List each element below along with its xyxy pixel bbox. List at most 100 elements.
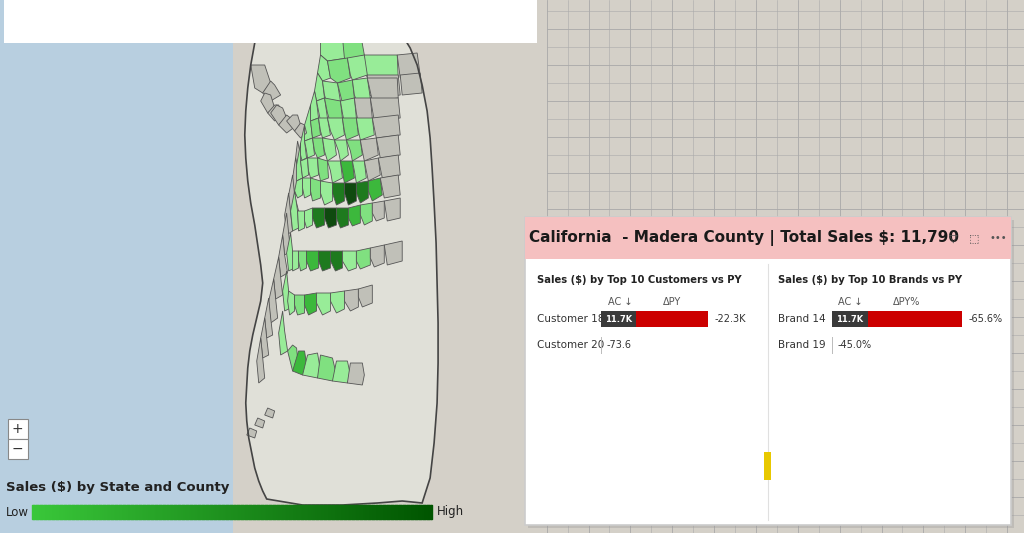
Bar bbox=[524, 217, 1011, 525]
Polygon shape bbox=[378, 155, 400, 178]
Polygon shape bbox=[288, 345, 299, 371]
Polygon shape bbox=[371, 245, 384, 267]
Text: •••: ••• bbox=[989, 233, 1007, 243]
Polygon shape bbox=[335, 140, 348, 161]
Text: Sales ($) by Top 10 Customers vs PY: Sales ($) by Top 10 Customers vs PY bbox=[537, 275, 741, 285]
Polygon shape bbox=[283, 271, 291, 311]
Polygon shape bbox=[357, 0, 397, 35]
Polygon shape bbox=[368, 75, 400, 98]
Polygon shape bbox=[295, 295, 304, 315]
Polygon shape bbox=[344, 183, 356, 205]
Polygon shape bbox=[373, 201, 384, 221]
Polygon shape bbox=[247, 428, 257, 438]
Text: Low: Low bbox=[5, 505, 29, 519]
Polygon shape bbox=[295, 178, 302, 198]
Polygon shape bbox=[264, 298, 272, 338]
Polygon shape bbox=[291, 191, 299, 231]
Text: ▽: ▽ bbox=[949, 233, 957, 243]
Polygon shape bbox=[267, 105, 283, 121]
Polygon shape bbox=[340, 161, 354, 183]
Polygon shape bbox=[331, 251, 342, 271]
Bar bbox=[524, 217, 1011, 259]
Polygon shape bbox=[321, 181, 333, 205]
Polygon shape bbox=[310, 178, 321, 201]
Polygon shape bbox=[384, 198, 400, 221]
Polygon shape bbox=[397, 53, 420, 78]
Text: -22.3K: -22.3K bbox=[714, 314, 745, 324]
Polygon shape bbox=[288, 291, 295, 315]
Text: ΔPY%: ΔPY% bbox=[893, 297, 920, 307]
Polygon shape bbox=[312, 208, 325, 228]
Polygon shape bbox=[321, 35, 347, 61]
Polygon shape bbox=[392, 0, 438, 33]
Bar bbox=[527, 220, 1014, 528]
Polygon shape bbox=[352, 78, 371, 103]
Polygon shape bbox=[376, 135, 400, 158]
Polygon shape bbox=[293, 351, 307, 375]
Polygon shape bbox=[365, 158, 380, 181]
Polygon shape bbox=[279, 115, 295, 133]
Polygon shape bbox=[302, 178, 310, 198]
Polygon shape bbox=[317, 158, 329, 181]
Polygon shape bbox=[369, 178, 382, 201]
Polygon shape bbox=[323, 81, 340, 105]
Polygon shape bbox=[316, 293, 331, 315]
Polygon shape bbox=[314, 73, 325, 101]
Polygon shape bbox=[340, 98, 356, 123]
Polygon shape bbox=[257, 338, 264, 383]
Bar bbox=[232, 0, 1024, 533]
Polygon shape bbox=[328, 161, 342, 183]
Bar bbox=[764, 452, 771, 480]
Polygon shape bbox=[342, 118, 358, 140]
Polygon shape bbox=[365, 55, 398, 81]
Polygon shape bbox=[270, 105, 287, 125]
Polygon shape bbox=[268, 279, 278, 323]
Polygon shape bbox=[325, 98, 342, 123]
Polygon shape bbox=[354, 98, 373, 123]
Text: Sales ($) by Top 10 Brands vs PY: Sales ($) by Top 10 Brands vs PY bbox=[778, 275, 962, 285]
FancyBboxPatch shape bbox=[7, 419, 28, 439]
Polygon shape bbox=[287, 233, 295, 271]
Polygon shape bbox=[337, 208, 348, 228]
Polygon shape bbox=[342, 33, 365, 61]
Text: -45.0%: -45.0% bbox=[838, 340, 871, 350]
Polygon shape bbox=[317, 355, 337, 381]
Polygon shape bbox=[263, 81, 281, 101]
Polygon shape bbox=[373, 115, 400, 138]
Polygon shape bbox=[296, 141, 304, 175]
Polygon shape bbox=[273, 257, 283, 299]
Polygon shape bbox=[304, 293, 316, 315]
Polygon shape bbox=[251, 65, 270, 93]
Polygon shape bbox=[317, 0, 360, 37]
Polygon shape bbox=[356, 118, 375, 140]
Polygon shape bbox=[304, 208, 312, 228]
Polygon shape bbox=[371, 98, 400, 121]
Polygon shape bbox=[318, 251, 331, 271]
Polygon shape bbox=[310, 118, 321, 138]
Bar bbox=[600, 311, 636, 327]
Text: AC ↓: AC ↓ bbox=[608, 297, 633, 307]
Text: +: + bbox=[11, 422, 24, 436]
Polygon shape bbox=[338, 80, 354, 103]
Polygon shape bbox=[348, 205, 360, 226]
Polygon shape bbox=[347, 55, 368, 80]
Text: ΔPY: ΔPY bbox=[664, 297, 682, 307]
Polygon shape bbox=[285, 193, 293, 235]
Text: ⬚: ⬚ bbox=[969, 233, 980, 243]
Polygon shape bbox=[297, 143, 302, 181]
Polygon shape bbox=[279, 235, 288, 277]
Polygon shape bbox=[380, 175, 400, 198]
Text: AC ↓: AC ↓ bbox=[838, 297, 862, 307]
Polygon shape bbox=[293, 158, 301, 195]
Polygon shape bbox=[261, 318, 268, 358]
Bar bbox=[636, 311, 709, 327]
Polygon shape bbox=[279, 311, 288, 355]
Polygon shape bbox=[312, 138, 325, 158]
Polygon shape bbox=[328, 58, 350, 83]
Polygon shape bbox=[318, 118, 331, 138]
Polygon shape bbox=[317, 55, 331, 81]
Polygon shape bbox=[347, 363, 365, 385]
Polygon shape bbox=[346, 140, 362, 161]
Polygon shape bbox=[287, 115, 301, 131]
Text: Brand 14: Brand 14 bbox=[778, 314, 825, 324]
